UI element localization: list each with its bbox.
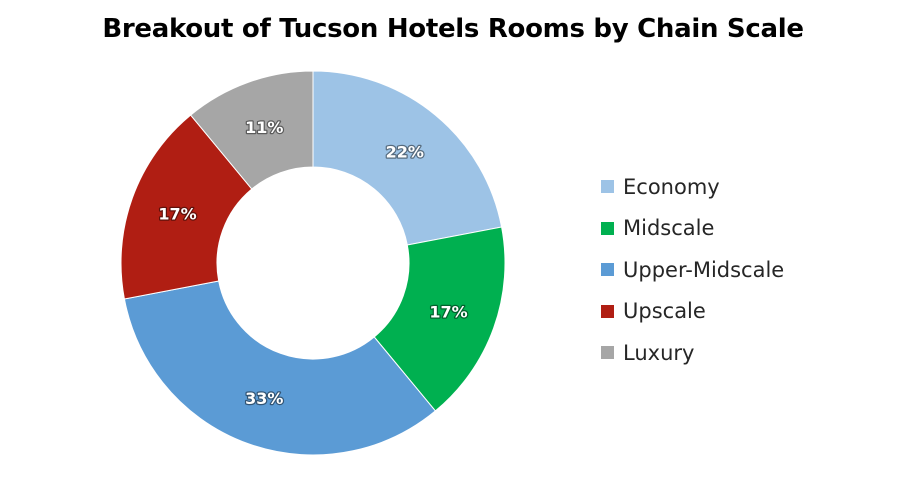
data-label-economy: 22% [386, 143, 424, 162]
legend-item-midscale: Midscale [601, 208, 784, 250]
data-label-luxury: 11% [245, 118, 283, 137]
data-label-upper-midscale: 33% [245, 389, 283, 408]
legend-label: Upscale [623, 299, 706, 324]
slice-luxury [189, 70, 314, 190]
legend-label: Upper-Midscale [623, 257, 785, 282]
data-label-midscale: 17% [429, 302, 467, 321]
slice-economy [312, 70, 503, 246]
legend-swatch [601, 180, 614, 194]
chart-title: Breakout of Tucson Hotels Rooms by Chain… [102, 14, 804, 44]
legend-label: Luxury [623, 340, 695, 365]
slice-midscale [373, 226, 506, 412]
legend-item-upscale: Upscale [601, 291, 784, 333]
slice-upscale [120, 114, 253, 300]
legend-item-luxury: Luxury [601, 332, 784, 374]
legend-label: Midscale [623, 216, 715, 241]
legend-label: Economy [623, 174, 720, 199]
legend-swatch [601, 221, 614, 235]
legend-item-upper-midscale: Upper-Midscale [601, 249, 784, 291]
slice-upper-midscale [123, 280, 437, 456]
legend-swatch [601, 304, 614, 318]
legend-swatch [601, 263, 614, 277]
legend-swatch [601, 346, 614, 360]
legend-item-economy: Economy [601, 166, 784, 208]
legend: Economy Midscale Upper-Midscale Upscale Luxu… [601, 166, 784, 374]
data-label-upscale: 17% [158, 205, 196, 224]
